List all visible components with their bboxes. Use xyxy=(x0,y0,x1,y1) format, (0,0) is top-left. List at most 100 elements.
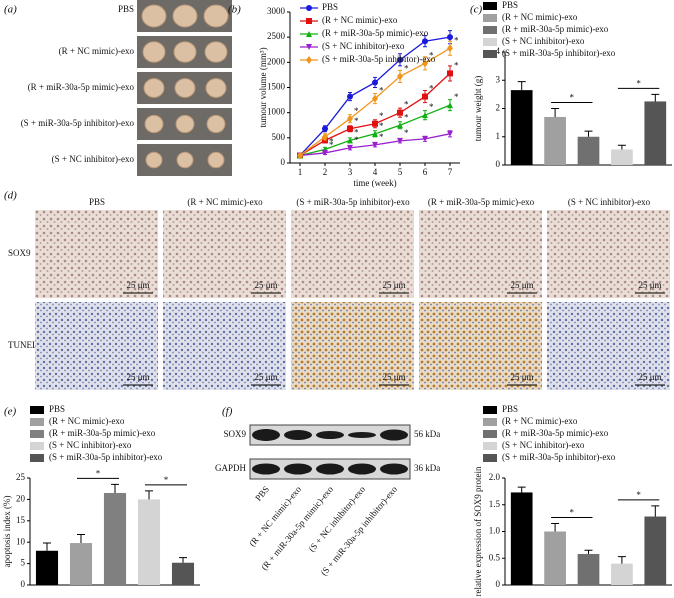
point xyxy=(447,102,453,109)
x-tick-label: 2 xyxy=(323,167,328,177)
y-tick-label: 25 xyxy=(16,472,26,482)
point xyxy=(347,93,353,100)
legend-label: (S + NC inhibitor)-exo xyxy=(322,41,405,51)
x-tick-label: 6 xyxy=(423,167,428,177)
column-title: (R + miR-30a-5p mimic)-exo xyxy=(428,197,535,207)
legend-swatch xyxy=(30,454,44,462)
legend-label: (R + NC mimic)-exo xyxy=(49,416,125,426)
point xyxy=(422,38,428,45)
y-tick-label: 10 xyxy=(16,536,26,546)
bar xyxy=(510,90,533,165)
y-tick-label: 1.5 xyxy=(489,499,501,509)
legend-label: PBS xyxy=(502,0,518,10)
tumour xyxy=(176,151,194,169)
legend-label: (S + miR-30a-5p inhibitor)-exo xyxy=(322,54,436,64)
legend-label: PBS xyxy=(502,404,518,414)
bar xyxy=(137,499,161,585)
bar xyxy=(577,553,600,585)
error-bar xyxy=(584,130,593,137)
scale-label: 25 μm xyxy=(126,280,149,290)
tumour xyxy=(175,114,195,134)
tumour xyxy=(145,151,163,169)
significance: * xyxy=(570,508,575,518)
panel-label: (e) xyxy=(4,406,17,418)
significance: * xyxy=(354,127,359,137)
micrograph xyxy=(419,210,542,298)
error-bar xyxy=(111,483,119,493)
bar xyxy=(577,136,600,165)
significance: * xyxy=(454,92,459,102)
error-bar xyxy=(77,533,85,544)
point xyxy=(372,94,378,103)
y-tick-label: 2.0 xyxy=(489,472,501,482)
column-title: PBS xyxy=(89,197,105,207)
bar xyxy=(544,531,566,585)
significance: * xyxy=(429,102,434,112)
legend-swatch xyxy=(30,418,44,426)
error-bar xyxy=(584,549,593,554)
panel-label: (a) xyxy=(4,4,17,16)
significance: * xyxy=(379,132,384,142)
legend-swatch xyxy=(483,430,497,438)
legend-label: (S + NC inhibitor)-exo xyxy=(502,440,585,450)
band xyxy=(380,429,408,441)
band xyxy=(316,431,344,439)
significance: * xyxy=(329,136,334,146)
point xyxy=(297,151,303,160)
significance: * xyxy=(379,121,384,131)
bar xyxy=(35,550,59,585)
point xyxy=(447,130,453,137)
tumour xyxy=(144,114,164,134)
significance: * xyxy=(379,111,384,121)
micrograph xyxy=(419,302,542,390)
legend-marker xyxy=(306,56,312,64)
y-tick-label: 4 xyxy=(496,46,501,56)
y-tick-label: 5 xyxy=(21,558,26,568)
blot-row: GAPDH xyxy=(215,463,247,473)
legend-label: (R + miR-30a-5p mimic)-exo xyxy=(502,24,609,34)
y-tick-label: 2500 xyxy=(267,31,286,41)
tumour xyxy=(143,78,165,98)
row-label: SOX9 xyxy=(8,248,31,258)
tumour xyxy=(172,4,198,28)
point xyxy=(347,144,353,151)
y-tick-label: 0 xyxy=(21,579,26,589)
point xyxy=(397,122,403,129)
significance: * xyxy=(329,140,334,150)
significance: * xyxy=(636,490,641,500)
micrograph xyxy=(163,302,286,390)
legend-label: (S + miR-30a-5p inhibitor)-exo xyxy=(502,452,616,462)
significance: * xyxy=(429,50,434,60)
band xyxy=(252,463,280,475)
tumour xyxy=(174,78,196,98)
tumour xyxy=(207,151,225,169)
x-tick-label: 4 xyxy=(373,167,378,177)
y-tick-label: 1.0 xyxy=(489,526,501,536)
point xyxy=(447,34,453,41)
bar xyxy=(510,492,533,585)
legend-label: (R + NC mimic)-exo xyxy=(322,15,398,25)
micrograph xyxy=(547,210,670,298)
legend-label: (R + NC mimic)-exo xyxy=(502,12,578,22)
y-tick-label: 0 xyxy=(496,579,501,589)
significance: * xyxy=(454,60,459,70)
point xyxy=(422,93,428,100)
legend-swatch xyxy=(483,418,497,426)
y-tick-label: 3 xyxy=(496,74,501,84)
point xyxy=(322,125,328,132)
significance: * xyxy=(454,35,459,45)
legend-label: (S + miR-30a-5p inhibitor)-exo xyxy=(502,48,616,58)
error-bar xyxy=(551,522,560,532)
legend-label: PBS xyxy=(322,2,338,12)
legend-swatch xyxy=(30,430,44,438)
micrograph xyxy=(547,302,670,390)
panel-label: (c) xyxy=(470,4,483,16)
band xyxy=(284,463,312,475)
legend-label: (R + miR-30a-5p mimic)-exo xyxy=(502,428,609,438)
lane-label: (S + NC inhibitor)-exo xyxy=(307,484,368,554)
y-tick-label: 0.5 xyxy=(489,552,501,562)
significance: * xyxy=(354,106,359,116)
error-bar xyxy=(551,108,560,117)
row-label: (S + miR-30a-5p inhibitor)-exo xyxy=(21,118,135,128)
